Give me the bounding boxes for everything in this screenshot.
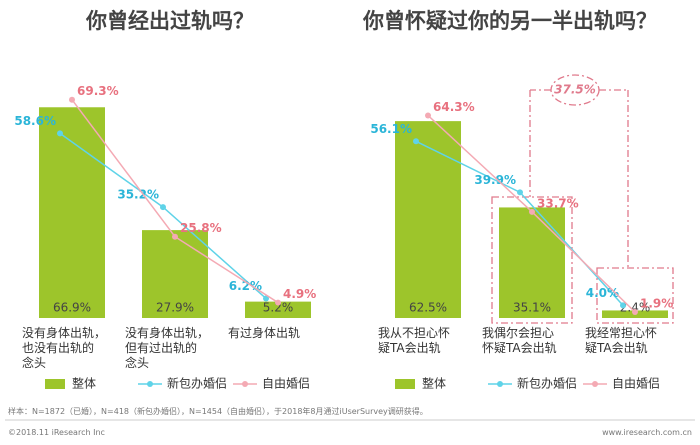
point xyxy=(529,208,535,215)
value-label: 33.7% xyxy=(537,196,579,210)
x-tick-label: 没有身体出轨， 也没有出轨的 念头 xyxy=(22,326,107,370)
x-tick-label: 我从不担心怀 疑TA会出轨 xyxy=(378,326,451,355)
bar xyxy=(395,121,461,318)
legend-swatch xyxy=(592,381,598,387)
point xyxy=(57,130,63,137)
value-label: 6.2% xyxy=(229,279,262,293)
chart-title: 你曾怀疑过你的另一半出轨吗？ xyxy=(362,9,657,33)
x-tick-label: 有过身体出轨 xyxy=(228,326,301,340)
legend-label: 新包办婚侣 xyxy=(167,376,227,391)
chart-title: 你曾经出过轨吗？ xyxy=(85,9,254,33)
legend-label: 新包办婚侣 xyxy=(517,376,577,391)
point xyxy=(620,302,626,309)
point xyxy=(425,112,431,119)
point xyxy=(517,189,523,196)
value-label: 4.9% xyxy=(283,287,316,301)
value-label: 35.2% xyxy=(117,188,159,202)
value-label: 25.8% xyxy=(180,221,222,235)
legend-swatch xyxy=(242,381,248,387)
bar xyxy=(142,230,208,318)
value-label: 58.6% xyxy=(14,114,56,128)
value-label: 69.3% xyxy=(77,84,119,98)
legend-swatch xyxy=(147,381,153,387)
point xyxy=(172,233,178,240)
value-label: 1.9% xyxy=(640,297,673,311)
annotation: 37.5% xyxy=(554,83,596,97)
legend-swatch xyxy=(395,379,415,389)
x-tick-label: 我经常担心怀 疑TA会出轨 xyxy=(585,326,658,355)
x-tick-label: 我偶尔会担心 怀疑TA会出轨 xyxy=(482,326,557,355)
point xyxy=(275,299,281,306)
value-label: 4.0% xyxy=(586,286,619,300)
point xyxy=(632,309,638,316)
copyright: ©2018.11 iResearch Inc xyxy=(8,428,105,437)
point xyxy=(69,96,75,103)
point xyxy=(263,295,269,302)
value-label: 62.5% xyxy=(409,301,447,315)
value-label: 39.9% xyxy=(474,173,516,187)
value-label: 35.1% xyxy=(513,301,551,315)
legend-swatch xyxy=(497,381,503,387)
bar xyxy=(39,107,105,318)
legend-label: 整体 xyxy=(72,376,96,391)
website: www.iresearch.com.cn xyxy=(602,428,692,437)
bar xyxy=(245,301,311,318)
value-label: 56.1% xyxy=(370,122,412,136)
bar xyxy=(499,207,565,318)
value-label: 66.9% xyxy=(53,301,91,315)
point xyxy=(413,138,419,145)
legend-swatch xyxy=(45,379,65,389)
point xyxy=(160,204,166,211)
value-label: 27.9% xyxy=(156,301,194,315)
highlight-frame xyxy=(491,74,674,324)
footnote: 样本：N=1872（已婚），N=418（新包办婚侣），N=1454（自由婚侣），… xyxy=(8,407,428,416)
value-label: 5.2% xyxy=(263,301,294,315)
legend-label: 整体 xyxy=(422,376,446,391)
legend-label: 自由婚侣 xyxy=(262,376,310,391)
value-label: 64.3% xyxy=(433,100,475,114)
x-tick-label: 没有身体出轨， 但有过出轨的 念头 xyxy=(125,326,210,370)
legend-label: 自由婚侣 xyxy=(612,376,660,391)
